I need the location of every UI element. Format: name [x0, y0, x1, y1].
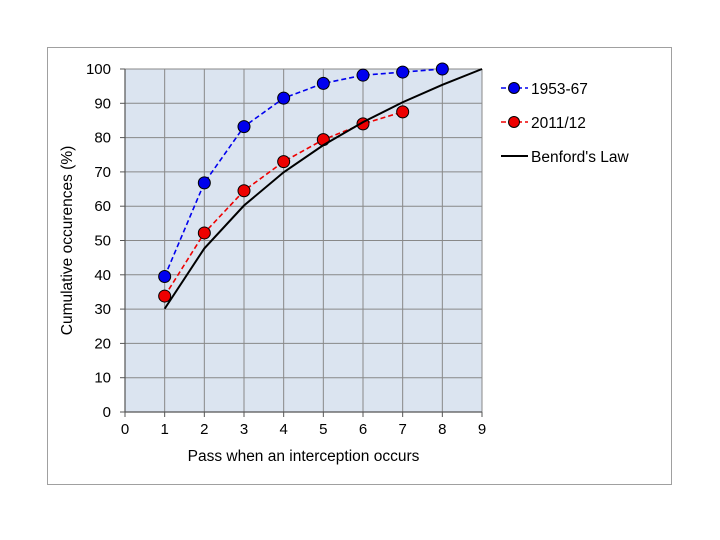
legend-label: 1953-67 [531, 81, 588, 98]
y-tick-label: 30 [94, 301, 111, 318]
y-tick-label: 50 [94, 233, 111, 250]
data-point [237, 120, 251, 134]
y-axis-label: Cumulative occurences (%) [59, 146, 76, 336]
series-1 [158, 105, 410, 303]
series-0 [158, 62, 449, 284]
y-tick-label: 60 [94, 198, 111, 215]
line-chart: 0 1 2 3 4 5 6 7 8 9 0 10 20 30 40 50 60 70 80 90 100 Pass w… [59, 61, 630, 465]
x-tick-label: 8 [438, 421, 446, 438]
x-tick-label: 0 [121, 421, 129, 438]
legend-label: 2011/12 [531, 115, 586, 132]
data-point [197, 176, 211, 190]
data-point [277, 91, 291, 105]
data-point [197, 226, 211, 240]
y-tick-label: 0 [103, 404, 111, 421]
x-tick-label: 7 [398, 421, 406, 438]
data-point [396, 65, 410, 79]
y-tick-label: 10 [94, 370, 111, 387]
y-tick-label: 70 [94, 164, 111, 181]
data-point [396, 105, 410, 119]
data-point [356, 68, 370, 82]
data-point [435, 62, 449, 76]
y-axis-ticks: 0 10 20 30 40 50 60 70 80 90 100 [86, 61, 125, 421]
x-tick-label: 1 [160, 421, 168, 438]
data-series [158, 62, 483, 310]
x-tick-label: 6 [359, 421, 367, 438]
x-axis-label: Pass when an interception occurs [188, 448, 420, 465]
data-point [277, 155, 291, 169]
series-2 [163, 68, 483, 310]
y-tick-label: 40 [94, 267, 111, 284]
x-tick-label: 3 [240, 421, 248, 438]
x-tick-label: 4 [279, 421, 287, 438]
x-axis-ticks: 0 1 2 3 4 5 6 7 8 9 [121, 412, 486, 438]
legend-marker [508, 82, 520, 94]
data-point [158, 270, 172, 284]
y-tick-label: 90 [94, 95, 111, 112]
y-tick-label: 80 [94, 130, 111, 147]
x-tick-label: 9 [478, 421, 486, 438]
x-tick-label: 2 [200, 421, 208, 438]
legend-label: Benford's Law [531, 149, 630, 166]
data-point [158, 289, 172, 303]
data-point [316, 76, 330, 90]
x-tick-label: 5 [319, 421, 327, 438]
legend-marker [508, 116, 520, 128]
data-point [237, 184, 251, 198]
legend: 1953-67 2011/12 Benford's Law [501, 81, 630, 166]
series-line [163, 68, 483, 310]
y-tick-label: 100 [86, 61, 111, 78]
y-tick-label: 20 [94, 335, 111, 352]
series-line [163, 68, 443, 277]
chart-frame: 0 1 2 3 4 5 6 7 8 9 0 10 20 30 40 50 60 70 80 90 100 Pass w… [47, 47, 672, 485]
